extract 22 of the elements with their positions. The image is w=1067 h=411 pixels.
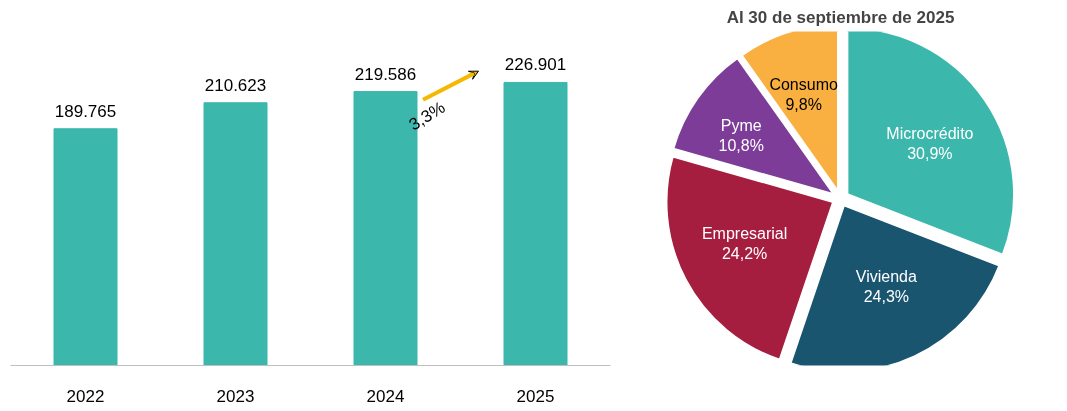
data-label: 9,8% bbox=[785, 96, 822, 114]
slice-label: Empresarial bbox=[701, 224, 788, 242]
data-label: 219.586 bbox=[354, 64, 417, 84]
data-label: 24,2% bbox=[721, 245, 768, 263]
annotation: 3,3% bbox=[405, 97, 449, 135]
data-label: 226.901 bbox=[504, 55, 567, 75]
slice-label: Vivienda bbox=[855, 267, 917, 285]
data-label: 189.765 bbox=[54, 101, 117, 121]
bar bbox=[503, 81, 568, 366]
slice-label: Pyme bbox=[720, 116, 762, 134]
slice-label: Microcrédito bbox=[886, 125, 974, 143]
x-tick-label: 2025 bbox=[516, 386, 555, 406]
x-tick-label: 2024 bbox=[366, 386, 405, 406]
data-label: 30,9% bbox=[907, 145, 953, 163]
data-label: 24,3% bbox=[863, 288, 910, 306]
bar bbox=[203, 102, 268, 366]
bar bbox=[53, 128, 118, 366]
x-tick-label: 2022 bbox=[66, 386, 105, 406]
chart-title: Al 30 de septiembre de 2025 bbox=[726, 7, 955, 27]
data-label: 10,8% bbox=[718, 137, 764, 155]
data-label: 210.623 bbox=[204, 75, 267, 95]
x-tick-label: 2023 bbox=[216, 386, 255, 406]
